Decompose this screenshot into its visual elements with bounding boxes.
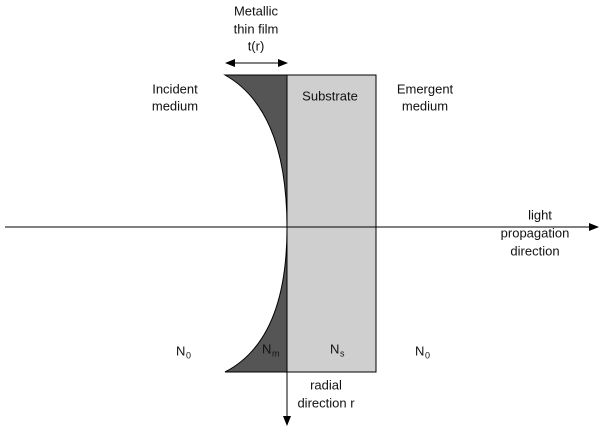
index-label: N xyxy=(262,341,271,356)
index-label: N xyxy=(330,341,339,356)
radial-label: direction r xyxy=(297,395,355,410)
thickness-label: t(r) xyxy=(248,38,265,53)
axis-label: propagation xyxy=(501,225,570,240)
index-label: N xyxy=(415,343,424,358)
film-label: thin film xyxy=(234,21,279,36)
index-subscript: m xyxy=(272,348,280,358)
index-label: N xyxy=(176,343,185,358)
axis-label: light xyxy=(528,207,552,222)
incident-label: Incident xyxy=(152,81,198,96)
emergent-label: medium xyxy=(402,98,448,113)
metallic-film xyxy=(223,74,288,373)
index-subscript: s xyxy=(340,348,345,358)
index-subscript: 0 xyxy=(425,350,430,360)
axis-label: direction xyxy=(510,243,559,258)
emergent-label: Emergent xyxy=(397,81,454,96)
index-subscript: 0 xyxy=(186,350,191,360)
substrate-label: Substrate xyxy=(302,88,358,103)
incident-label: medium xyxy=(152,98,198,113)
film-label: Metallic xyxy=(234,3,279,18)
substrate xyxy=(286,74,377,373)
radial-label: radial xyxy=(310,377,342,392)
